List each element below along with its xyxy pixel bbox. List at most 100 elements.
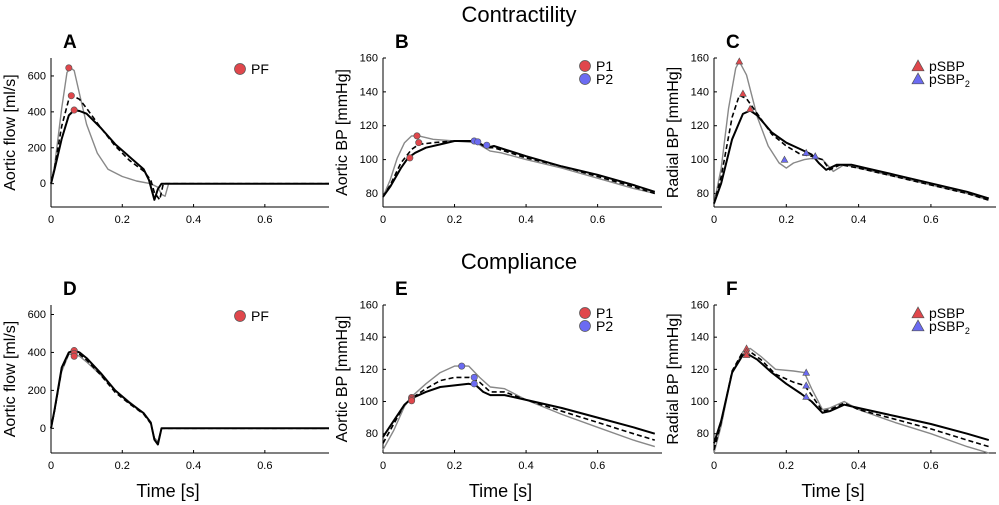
panel-b-ytick-label: 100 (360, 154, 378, 166)
panel-b-xtick-label: 0 (380, 214, 386, 226)
panel-f-marker-blue (802, 368, 811, 376)
panel-c-legend-label: pSBP2 (929, 71, 970, 89)
panel-b: B 80 100 120 140 160 0 0.2 0.4 0.6 Aortic BP [mmHg… (334, 32, 662, 226)
panel-b-ylabel: Aortic BP [mmHg] (334, 69, 351, 196)
panel-d-xtick-label: 0.4 (186, 460, 201, 472)
panel-e-series-black (382, 382, 656, 438)
panel-e-marker-blue (470, 373, 478, 381)
panel-c-ytick-label: 120 (691, 120, 709, 132)
panel-d-series-black (50, 349, 329, 446)
panel-d-legend-marker (234, 310, 246, 322)
panel-d-xlabel: Time [s] (136, 481, 199, 501)
panel-b-ytick-label: 120 (360, 120, 378, 132)
panel-e-xtick-label: 0.6 (590, 460, 605, 472)
panel-b-legend-label: P2 (596, 71, 613, 87)
panel-f-xtick-label: 0.4 (851, 460, 866, 472)
panel-e-ytick-label: 120 (360, 364, 378, 376)
panel-e-ytick-label: 100 (360, 396, 378, 408)
panel-c-marker-blue (802, 148, 811, 156)
panel-f-xtick-label: 0.6 (923, 460, 938, 472)
panel-b-series-gray (382, 135, 655, 198)
panel-c-legend-label: pSBP (929, 58, 965, 74)
panel-f-legend-subscript: 2 (965, 326, 970, 336)
panel-c-letter: C (726, 32, 740, 53)
panel-f-letter: F (726, 279, 738, 300)
panel-d-series-dashed (50, 351, 329, 445)
panel-f-ylabel: Radial BP [mmHg] (665, 313, 682, 444)
panel-b-letter: B (395, 32, 409, 53)
panel-e-legend-label: P2 (596, 318, 613, 334)
panel-b-marker-red (413, 132, 421, 140)
panel-e-ytick-label: 140 (360, 332, 378, 344)
panel-a-xtick-label: 0.4 (186, 214, 201, 226)
panel-c-xtick-label: 0.6 (923, 214, 938, 226)
panel-e-legend-marker (579, 320, 591, 332)
panel-e-xtick-label: 0.4 (518, 460, 533, 472)
panel-b-ytick-label: 140 (360, 86, 378, 98)
panel-c-ytick-label: 160 (691, 53, 709, 65)
panel-a-xtick-label: 0.6 (257, 214, 272, 226)
panel-a-ylabel: Aortic flow [ml/s] (2, 74, 19, 190)
panel-b-xtick-label: 0.6 (590, 214, 605, 226)
panel-c-xtick-label: 0.2 (779, 214, 794, 226)
panel-e-series-gray (382, 365, 656, 451)
panel-b-xtick-label: 0.2 (447, 214, 462, 226)
panel-a: A 0 200 400 600 0 0.2 0.4 0.6 Aortic flow [ml/s] P… (2, 32, 329, 226)
panel-e: E 80 100 120 140 160 0 0.2 0.4 0.6 Aortic BP [mmHg… (334, 279, 662, 501)
panel-c-ytick-label: 140 (691, 86, 709, 98)
panel-c-xtick-label: 0.4 (851, 214, 866, 226)
panel-d-ytick-label: 400 (28, 347, 46, 359)
panel-c-legend-marker (911, 59, 925, 72)
panel-f: F 80 100 120 140 160 0 0.2 0.4 0.6 Radial BP [mmHg… (665, 279, 996, 501)
panel-c-marker-blue (780, 155, 789, 163)
panel-c-xtick-label: 0 (711, 214, 717, 226)
panel-f-xtick-label: 0.2 (779, 460, 794, 472)
panel-d-ytick-label: 200 (28, 385, 46, 397)
panel-b-marker-red (415, 139, 423, 147)
panel-f-legend-label: pSBP (929, 305, 965, 321)
panel-b-legend-marker (579, 60, 591, 72)
panel-f-ytick-label: 140 (691, 332, 709, 344)
panel-d-letter: D (63, 279, 77, 300)
panel-f-xtick-label: 0 (711, 460, 717, 472)
panel-b-legend-marker (579, 73, 591, 85)
panel-a-ytick-label: 600 (28, 70, 46, 82)
panel-a-ytick-label: 400 (28, 106, 46, 118)
panel-a-legend-label: PF (251, 61, 269, 77)
panel-c: C 80 100 120 140 160 0 0.2 0.4 0.6 Radial BP [mmHg… (665, 32, 996, 226)
panel-f-xlabel: Time [s] (801, 481, 864, 501)
panel-c-legend-marker (911, 72, 925, 85)
panel-a-marker-red (65, 64, 73, 72)
panel-c-ytick-label: 80 (697, 188, 709, 200)
panel-e-xtick-label: 0 (380, 460, 386, 472)
panel-a-letter: A (63, 32, 77, 53)
panel-f-legend-marker (911, 306, 925, 319)
panel-a-marker-red (67, 92, 75, 100)
panel-f-ytick-label: 100 (691, 396, 709, 408)
panel-f-series-black (713, 352, 990, 444)
panel-a-series-gray (50, 67, 329, 197)
panel-d-ylabel: Aortic flow [ml/s] (2, 321, 19, 437)
panel-e-legend-label: P1 (596, 305, 613, 321)
panel-f-legend-label: pSBP2 (929, 318, 970, 336)
panel-a-series-black (50, 109, 329, 201)
panel-e-marker-blue (458, 362, 466, 370)
panel-f-ytick-label: 120 (691, 364, 709, 376)
panel-e-marker-blue (470, 380, 478, 388)
panel-d: D 0 200 400 600 0 0.2 0.4 0.6 Aortic flow [ml/s] T… (2, 279, 329, 501)
panel-d-xtick-label: 0.6 (257, 460, 272, 472)
panel-e-ytick-label: 160 (360, 300, 378, 312)
panel-f-ytick-label: 160 (691, 300, 709, 312)
panel-c-marker-red (735, 57, 744, 65)
panel-f-ytick-label: 80 (697, 428, 709, 440)
panel-c-marker-red (746, 104, 755, 112)
panel-e-marker-red (408, 397, 416, 405)
panel-c-legend-subscript: 2 (965, 79, 970, 89)
panel-b-ytick-label: 80 (366, 188, 378, 200)
panel-c-ylabel: Radial BP [mmHg] (665, 67, 682, 198)
panel-c-marker-blue (811, 152, 820, 160)
panel-d-ytick-label: 600 (28, 309, 46, 321)
panel-c-ytick-label: 100 (691, 154, 709, 166)
panel-a-ytick-label: 0 (40, 178, 46, 190)
